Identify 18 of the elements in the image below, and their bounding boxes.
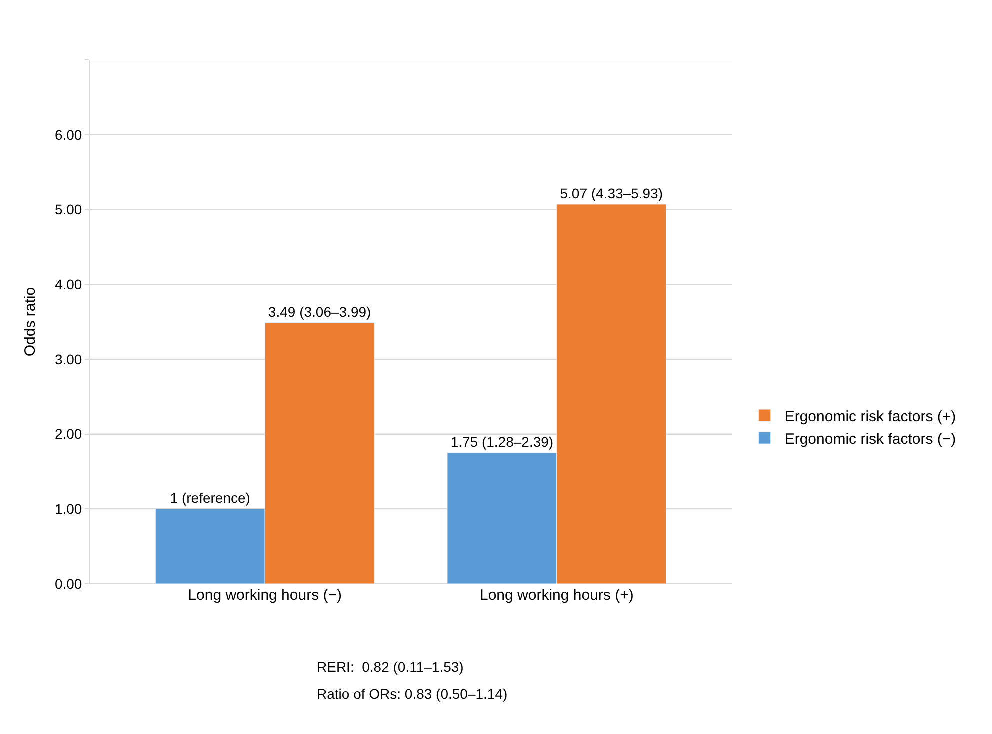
x-tick-label: Long working hours (+) — [480, 587, 634, 604]
y-tick-label: 2.00 — [54, 426, 82, 442]
text: Ratio of ORs: 0.83 (0.50–1.14) — [317, 686, 508, 702]
legend-label: Ergonomic risk factors (+) — [784, 408, 956, 426]
x-tick-label: Long working hours (−) — [188, 587, 342, 604]
y-tick-label: 4.00 — [54, 276, 82, 292]
y-tick-label: 0.00 — [54, 576, 82, 592]
y-tick-label: 6.00 — [54, 126, 82, 143]
data-label: 5.07 (4.33–5.93) — [560, 185, 663, 202]
y-axis-title: Odds ratio — [22, 287, 40, 357]
legend-label: Ergonomic risk factors (−) — [784, 430, 956, 448]
text: RERI: 0.82 (0.11–1.53) — [317, 659, 464, 675]
y-tick-label: 5.00 — [54, 202, 82, 218]
data-label: 1.75 (1.28–2.39) — [450, 434, 554, 450]
data-label: 1 (reference) — [170, 490, 250, 506]
y-tick-label: 3.00 — [54, 351, 82, 368]
data-label: 3.49 (3.06–3.99) — [268, 304, 372, 320]
y-tick-label: 1.00 — [54, 501, 82, 518]
